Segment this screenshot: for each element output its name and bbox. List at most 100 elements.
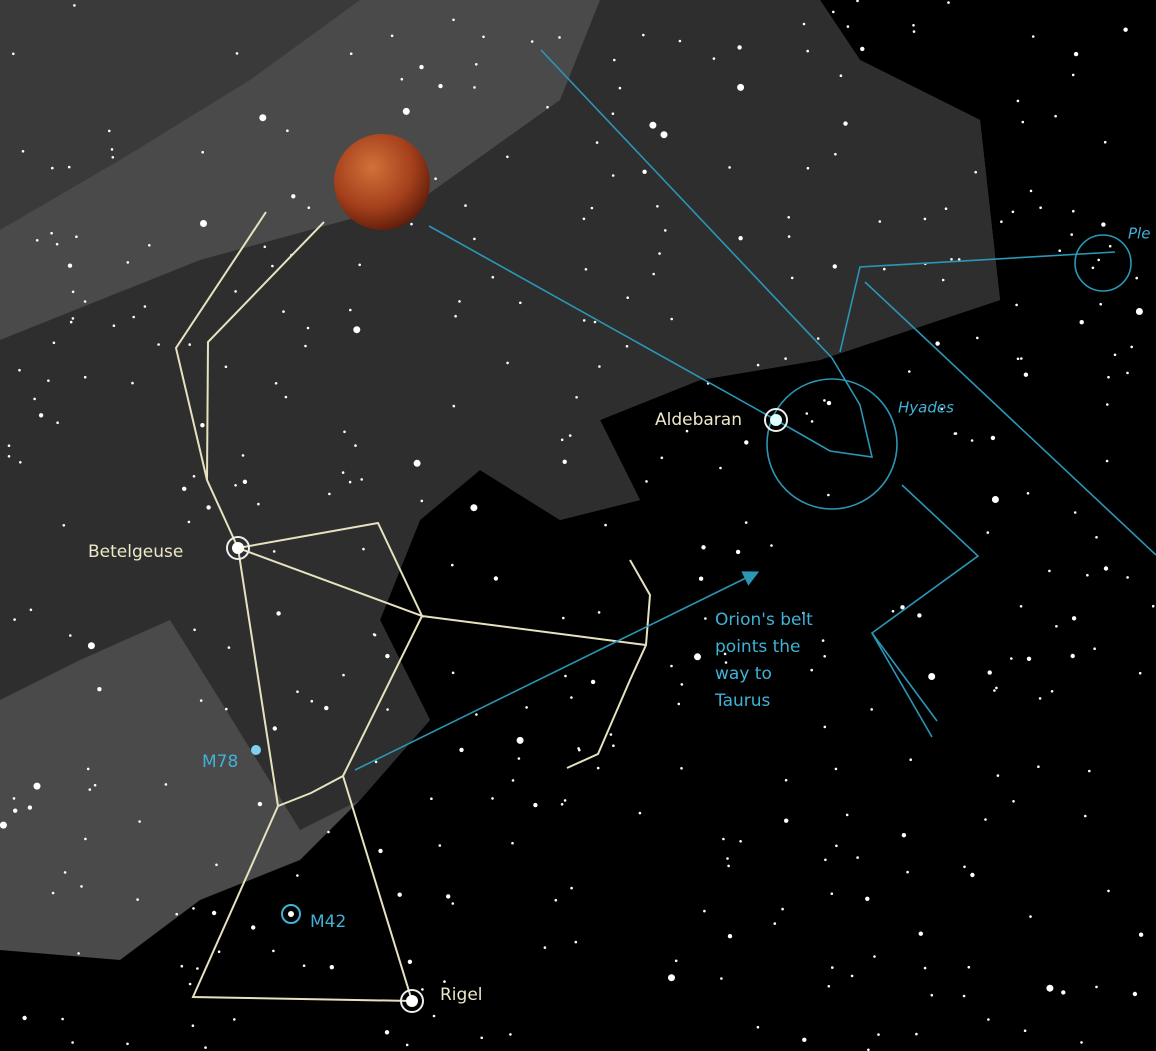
star: [491, 797, 494, 800]
star: [464, 204, 467, 207]
star: [421, 988, 424, 991]
star: [1109, 245, 1112, 248]
star: [1037, 765, 1040, 768]
star: [879, 220, 882, 223]
star: [70, 321, 73, 324]
star: [770, 544, 773, 547]
star: [80, 885, 83, 888]
star: [598, 611, 601, 614]
star: [291, 194, 295, 198]
star: [1030, 190, 1033, 193]
star: [33, 398, 36, 401]
star: [619, 87, 622, 90]
star: [111, 148, 114, 151]
star: [924, 967, 927, 970]
star: [834, 153, 837, 156]
star: [232, 542, 244, 554]
star: [626, 296, 629, 299]
star: [258, 802, 262, 806]
star: [678, 703, 681, 706]
star: [206, 505, 210, 509]
star: [272, 950, 275, 953]
star: [434, 177, 437, 180]
star: [242, 454, 245, 457]
star: [311, 700, 314, 703]
star: [419, 65, 423, 69]
star: [564, 799, 567, 802]
star: [73, 4, 76, 7]
star: [286, 129, 289, 132]
star: [473, 238, 476, 241]
star: [1055, 625, 1058, 628]
star: [610, 733, 613, 736]
star: [192, 1024, 195, 1027]
star: [1054, 115, 1057, 118]
star: [458, 300, 461, 303]
star: [112, 156, 115, 159]
star: [827, 494, 830, 497]
star: [328, 493, 331, 496]
star: [8, 455, 11, 458]
star: [136, 898, 139, 901]
star: [243, 480, 247, 484]
star: [833, 264, 837, 268]
star: [1107, 376, 1110, 379]
star: [273, 550, 276, 553]
star: [1024, 373, 1028, 377]
star: [984, 818, 987, 821]
star: [408, 960, 412, 964]
star: [578, 749, 581, 752]
star: [703, 910, 706, 913]
star: [28, 805, 32, 809]
star: [470, 504, 477, 511]
star: [583, 319, 586, 322]
star: [157, 343, 160, 346]
star: [738, 236, 742, 240]
star: [61, 1018, 64, 1021]
star: [8, 444, 11, 447]
star: [475, 63, 478, 66]
star: [453, 405, 456, 408]
star: [87, 768, 90, 771]
star: [257, 503, 260, 506]
star: [1022, 121, 1025, 124]
star: [391, 35, 394, 38]
star: [53, 342, 56, 345]
star: [728, 166, 731, 169]
star: [108, 130, 111, 133]
star: [913, 30, 916, 33]
star: [873, 955, 876, 958]
star: [865, 897, 869, 901]
star: [353, 326, 360, 333]
star: [807, 167, 810, 170]
annotation-line: Taurus: [714, 691, 771, 711]
star: [840, 74, 843, 77]
star: [569, 434, 572, 437]
star: [917, 613, 921, 617]
star: [856, 856, 859, 859]
star: [200, 699, 203, 702]
star: [1099, 303, 1102, 306]
star: [1074, 511, 1077, 514]
star: [694, 653, 701, 660]
star: [84, 376, 87, 379]
star: [511, 842, 514, 845]
star: [976, 337, 979, 340]
star: [649, 122, 656, 129]
m78-dot: [251, 745, 261, 755]
star: [591, 207, 594, 210]
star: [598, 365, 601, 368]
star: [1106, 403, 1109, 406]
star: [1107, 890, 1110, 893]
star: [75, 235, 78, 238]
star: [36, 239, 39, 242]
star: [525, 706, 528, 709]
star: [375, 761, 378, 764]
star: [1071, 654, 1075, 658]
star: [668, 974, 675, 981]
star: [787, 216, 790, 219]
star: [924, 218, 927, 221]
star: [802, 1038, 806, 1042]
star: [945, 207, 948, 210]
star: [1051, 690, 1054, 693]
